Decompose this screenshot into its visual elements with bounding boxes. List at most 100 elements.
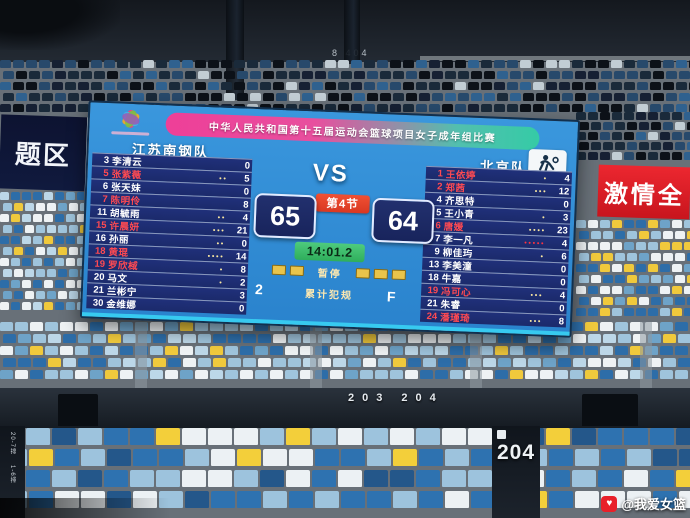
timeout-square: [289, 265, 305, 276]
aisle-stairs: [640, 322, 652, 388]
competition-title: 中华人民共和国第十五届运动会篮球项目女子成年组比赛: [208, 122, 497, 145]
player-points: 0: [563, 198, 569, 211]
player-points: 0: [560, 276, 566, 289]
player-number: 9: [434, 245, 441, 257]
player-points: 14: [235, 250, 247, 263]
home-score: 65: [253, 192, 317, 240]
player-foul-dots: ●: [219, 266, 225, 272]
player-foul-dots: ●●●●: [528, 226, 546, 233]
home-timeout-squares: [262, 261, 307, 281]
player-points: 0: [238, 302, 245, 315]
red-led-banner: 激情全: [597, 164, 690, 220]
away-timeout-squares: [353, 265, 414, 285]
player-foul-dots: ●●●●●: [524, 239, 546, 246]
player-points: 0: [560, 263, 567, 276]
player-number: 16: [95, 232, 107, 244]
player-points: 4: [561, 237, 568, 250]
player-number: 19: [427, 284, 439, 296]
player-points: 6: [561, 250, 567, 263]
player-number: 18: [427, 271, 439, 283]
player-points: 2: [239, 276, 246, 289]
player-points: 4: [559, 289, 566, 301]
player-points: 4: [564, 172, 571, 185]
player-foul-dots: ●●●: [212, 226, 226, 233]
concourse: [0, 388, 690, 428]
seating-band: [0, 322, 690, 388]
player-number: 7: [102, 193, 108, 205]
section-sign-203-204: 203 204: [348, 392, 444, 404]
concourse-doorway: [58, 394, 98, 426]
player-points: 0: [559, 302, 565, 314]
away-score: 64: [371, 197, 435, 245]
railing: [420, 56, 690, 61]
vs-label: VS: [312, 159, 350, 188]
player-foul-dots: ●●: [216, 239, 226, 246]
player-points: 3: [562, 211, 569, 224]
timeout-square: [373, 268, 389, 280]
player-foul-dots: ●●: [217, 213, 227, 220]
period-indicator: 第4节: [315, 193, 370, 214]
player-number: 30: [92, 297, 104, 309]
player-number: 19: [94, 258, 106, 270]
player-points: 4: [242, 211, 249, 224]
player-points: 5: [244, 173, 250, 185]
player-number: 13: [428, 258, 440, 270]
player-number: 21: [426, 297, 438, 309]
player-points: 21: [236, 224, 248, 237]
pillar: [344, 0, 360, 64]
player-number: 20: [93, 271, 105, 283]
row-sign: 20-7排: [9, 432, 15, 456]
player-points: 12: [558, 185, 570, 198]
player-foul-dots: ●: [540, 252, 545, 259]
seating-band: [0, 192, 84, 330]
left-screen-text: 题区: [14, 138, 72, 171]
left-led-screen: 题区: [0, 114, 93, 192]
player-number: 18: [94, 245, 106, 257]
ceiling-structure: [0, 0, 120, 50]
aisle-stairs: [470, 322, 482, 388]
player-foul-dots: ●: [541, 214, 547, 220]
player-points: 3: [239, 289, 246, 302]
stairs-right: 204: [492, 426, 540, 518]
player-foul-dots: ●: [219, 279, 224, 285]
away-roster: 1 王依婷 ● 4 2 郑茜 ●●● 12 4 齐思特 0 5 王小青 ● 3 6 唐媛 ●●●● 23 7 李一凡 ●●…: [419, 165, 573, 328]
player-foul-dots: ●●●: [530, 291, 544, 298]
player-foul-dots: ●: [543, 175, 548, 181]
watermark: ♥ @我爱女篮: [601, 494, 686, 513]
player-foul-dots: ●●●: [529, 317, 543, 324]
player-number: 11: [96, 206, 108, 218]
player-points: 8: [242, 199, 249, 211]
player-number: 15: [95, 219, 107, 231]
aisle-stairs: [310, 322, 322, 388]
player-number: 1: [437, 167, 444, 179]
watermark-text: @我爱女篮: [621, 497, 686, 512]
player-points: 0: [243, 186, 250, 198]
row-sign: 1-6排: [9, 465, 15, 484]
timeout-square: [355, 268, 371, 279]
player-points: 8: [240, 263, 247, 276]
player-foul-dots: ●●: [219, 175, 228, 181]
shadow: [0, 498, 170, 518]
player-points: 0: [244, 160, 251, 172]
home-team-fouls: 2: [254, 281, 264, 298]
section-sign-204: 204: [496, 441, 536, 464]
player-foul-dots: ●●●●: [207, 252, 225, 259]
player-number: 3: [103, 154, 110, 166]
timeout-label: 暂停: [317, 268, 342, 281]
red-banner-text: 激情全: [603, 180, 686, 210]
player-name: 潘瑾琦: [439, 312, 471, 325]
away-team-fouls: F: [386, 288, 396, 305]
player-number: 21: [93, 284, 105, 296]
timeout-square: [271, 264, 287, 276]
player-name: 金维娜: [106, 299, 137, 312]
player-number: 2: [436, 180, 443, 192]
game-clock: 14:01.2: [294, 241, 366, 263]
team-fouls-label: 累计犯规: [304, 289, 354, 302]
player-number: 5: [103, 167, 109, 179]
aisle-stairs: [135, 322, 147, 388]
scoreboard: 中华人民共和国第十五届运动会篮球项目女子成年组比赛 江苏南钢队 VS 北京队 3…: [79, 100, 581, 338]
player-number: 24: [426, 310, 438, 322]
player-points: 0: [241, 237, 248, 250]
player-points: 23: [556, 224, 568, 237]
player-points: 8: [558, 315, 565, 327]
